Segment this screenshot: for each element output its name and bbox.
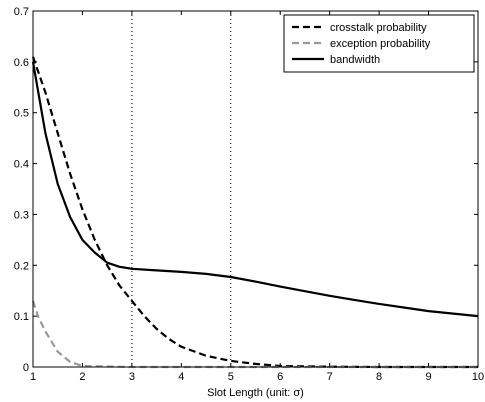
y-tick-label: 0.7 <box>14 6 29 18</box>
axes-frame <box>32 10 479 368</box>
x-tick-label: 4 <box>178 371 184 383</box>
y-tick-label: 0.4 <box>14 159 29 171</box>
y-tick-label: 0.6 <box>14 57 29 69</box>
y-tick-label: 0.5 <box>14 108 29 120</box>
series-line-crosstalk-probability <box>31 56 478 369</box>
legend-label-exception-probability: exception probability <box>330 38 431 50</box>
x-tick-label: 1 <box>30 371 36 383</box>
reference-lines <box>131 11 232 367</box>
x-tick-label: 7 <box>327 371 333 383</box>
y-tick-label: 0.2 <box>14 260 29 272</box>
x-tick-label: 10 <box>472 371 484 383</box>
y-tick-label: 0 <box>23 362 29 374</box>
x-tick-label: 8 <box>376 371 382 383</box>
legend-label-crosstalk-probability: crosstalk probability <box>330 22 427 34</box>
y-tick-label: 0.3 <box>14 209 29 221</box>
x-axis-label: Slot Length (unit: σ) <box>207 387 304 399</box>
legend: crosstalk probability exception probabili… <box>283 14 475 73</box>
legend-label-bandwidth: bandwidth <box>330 54 380 66</box>
series-line-bandwidth <box>31 61 479 318</box>
x-tick-label: 9 <box>425 371 431 383</box>
x-tick-label: 5 <box>228 371 234 383</box>
x-tick-label: 2 <box>79 371 85 383</box>
axes-layer: 1 2 3 4 5 6 7 8 9 10 0 0.1 0.2 0.3 0.4 0.5 0.6 0.7 <box>14 6 484 383</box>
y-tick-label: 0.1 <box>14 311 29 323</box>
x-tick-label: 6 <box>277 371 283 383</box>
x-tick-label: 3 <box>129 371 135 383</box>
